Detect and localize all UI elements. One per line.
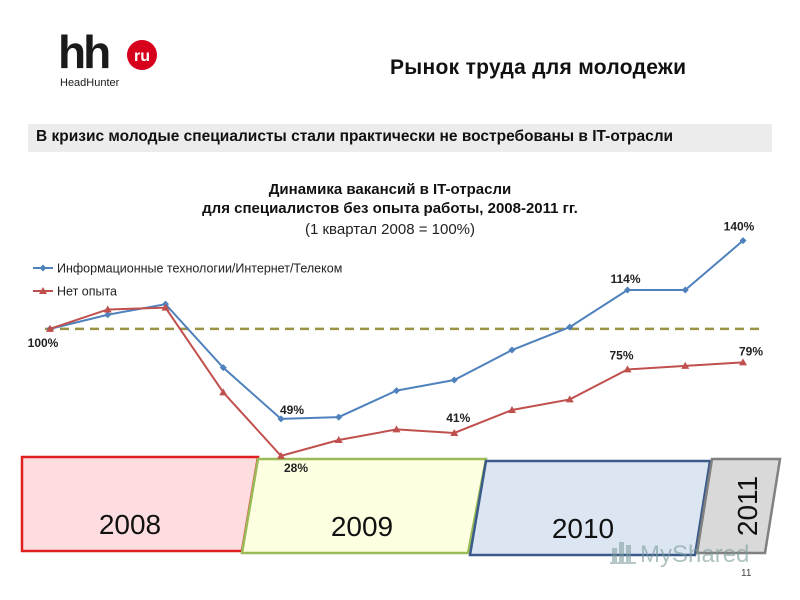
- data-point: [739, 358, 747, 366]
- slide-title: Рынок труда для молодежи: [390, 56, 687, 79]
- year-band-2009: [240, 457, 488, 555]
- data-point: [681, 361, 690, 369]
- data-point: [104, 311, 112, 319]
- data-point: [335, 413, 343, 421]
- headhunter-logo: hh ru HeadHunter: [58, 30, 157, 89]
- logo-wordmark: hh: [58, 30, 109, 78]
- year-band-label: 2008: [99, 509, 161, 540]
- data-point: [565, 395, 574, 403]
- headline-banner: В кризис молодые специалисты стали практ…: [28, 124, 772, 152]
- watermark-bar: [612, 548, 617, 562]
- data-label: 49%: [280, 403, 304, 417]
- data-point: [161, 303, 170, 311]
- data-point: [277, 415, 285, 423]
- data-label: 75%: [609, 348, 633, 362]
- watermark-text: MyShared: [640, 541, 749, 568]
- logo-badge-text: ru: [134, 48, 150, 65]
- data-point: [46, 324, 54, 332]
- data-point: [393, 387, 400, 395]
- data-label: 140%: [724, 220, 755, 234]
- chart-note: (1 квартал 2008 = 100%): [304, 221, 475, 238]
- data-point: [566, 323, 574, 331]
- data-point: [392, 425, 401, 433]
- data-point: [219, 364, 227, 372]
- data-point: [508, 406, 516, 414]
- data-point: [334, 436, 343, 444]
- data-label: 100%: [28, 336, 59, 350]
- data-point: [623, 365, 632, 373]
- page-number: 11: [741, 568, 752, 579]
- watermark-bar: [619, 542, 624, 562]
- year-band-label: 2011: [732, 476, 763, 536]
- logo-caption: HeadHunter: [60, 77, 120, 89]
- bar-chart-icon: [610, 542, 636, 564]
- data-point: [624, 286, 631, 294]
- banner-text: В кризис молодые специалисты стали практ…: [36, 128, 674, 145]
- data-label: 28%: [284, 461, 308, 475]
- year-band-label: 2010: [552, 513, 614, 544]
- chart-subtitle: для специалистов без опыта работы, 2008-…: [202, 200, 578, 217]
- year-band-2010: [468, 459, 712, 557]
- data-label: 114%: [610, 272, 640, 286]
- data-label: 79%: [739, 344, 763, 358]
- data-point: [681, 286, 689, 294]
- year-band-label: 2009: [331, 511, 393, 542]
- year-band-2011: [695, 457, 782, 555]
- data-point: [277, 451, 285, 459]
- watermark-bar: [626, 545, 631, 562]
- legend-marker: [39, 264, 47, 272]
- data-point: [450, 428, 459, 436]
- data-point: [508, 346, 516, 354]
- data-point: [219, 388, 228, 396]
- chart-title: Динамика вакансий в IT-отрасли: [268, 181, 512, 198]
- logo-badge: [127, 40, 157, 70]
- data-point: [739, 237, 747, 245]
- data-point: [103, 305, 112, 313]
- data-label: 41%: [446, 411, 470, 425]
- data-point: [450, 376, 458, 384]
- legend-label: Нет опыта: [57, 285, 117, 299]
- legend-marker: [39, 287, 47, 294]
- legend-label: Информационные технологии/Интернет/Телек…: [57, 262, 342, 276]
